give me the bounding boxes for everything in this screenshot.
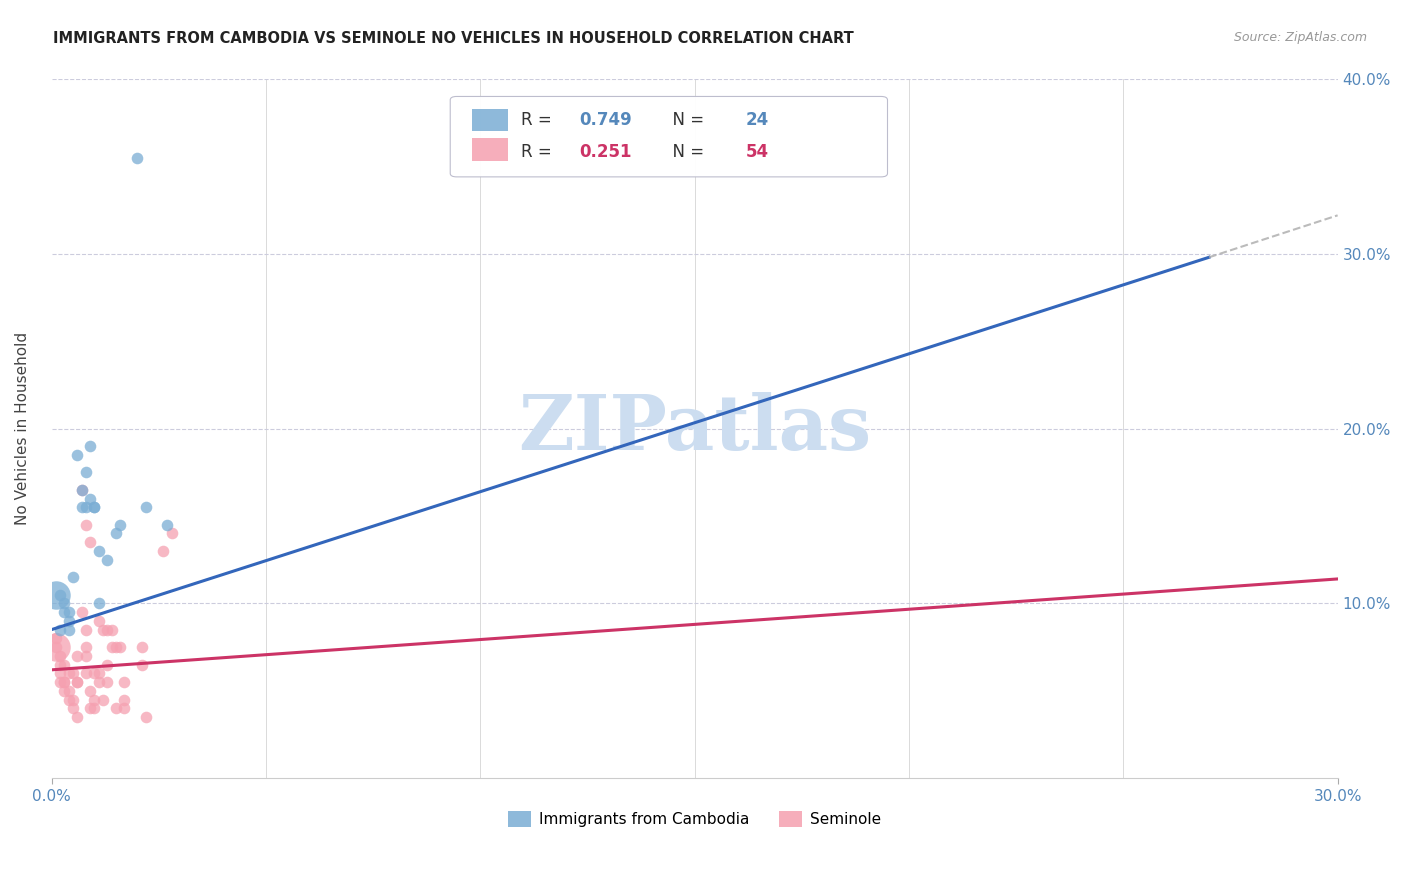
- Point: [87, 544, 110, 558]
- Text: R =: R =: [522, 112, 557, 129]
- Point: [58, 623, 80, 637]
- Point: [112, 701, 135, 715]
- Point: [131, 640, 153, 654]
- Point: [70, 500, 93, 515]
- Point: [87, 675, 110, 690]
- Point: [87, 666, 110, 681]
- Point: [83, 701, 105, 715]
- Point: [135, 710, 157, 724]
- Point: [87, 596, 110, 610]
- Point: [104, 701, 127, 715]
- Bar: [472, 109, 508, 131]
- Point: [79, 491, 101, 506]
- Point: [53, 683, 76, 698]
- Point: [58, 614, 80, 628]
- Point: [75, 640, 97, 654]
- Text: 0.251: 0.251: [579, 144, 631, 161]
- Point: [62, 570, 84, 584]
- Point: [112, 692, 135, 706]
- Point: [91, 692, 114, 706]
- Point: [45, 588, 67, 602]
- Point: [62, 692, 84, 706]
- Point: [49, 666, 72, 681]
- Point: [152, 544, 174, 558]
- Point: [62, 701, 84, 715]
- Point: [91, 623, 114, 637]
- Point: [66, 675, 89, 690]
- Point: [70, 483, 93, 497]
- Point: [66, 648, 89, 663]
- Point: [79, 535, 101, 549]
- Point: [49, 588, 72, 602]
- Point: [75, 648, 97, 663]
- Bar: [472, 138, 508, 161]
- Point: [87, 614, 110, 628]
- Point: [49, 623, 72, 637]
- Text: ZIPatlas: ZIPatlas: [517, 392, 872, 466]
- Point: [75, 517, 97, 532]
- Point: [53, 675, 76, 690]
- Point: [70, 605, 93, 619]
- Point: [62, 666, 84, 681]
- Point: [83, 666, 105, 681]
- Point: [58, 605, 80, 619]
- Point: [53, 675, 76, 690]
- Text: Source: ZipAtlas.com: Source: ZipAtlas.com: [1233, 31, 1367, 45]
- Point: [49, 648, 72, 663]
- Point: [100, 640, 122, 654]
- Point: [131, 657, 153, 672]
- Point: [104, 526, 127, 541]
- Point: [58, 692, 80, 706]
- Text: IMMIGRANTS FROM CAMBODIA VS SEMINOLE NO VEHICLES IN HOUSEHOLD CORRELATION CHART: IMMIGRANTS FROM CAMBODIA VS SEMINOLE NO …: [53, 31, 855, 46]
- Point: [49, 657, 72, 672]
- Point: [79, 439, 101, 453]
- Point: [49, 675, 72, 690]
- Point: [75, 623, 97, 637]
- Point: [96, 675, 118, 690]
- Point: [79, 701, 101, 715]
- Point: [96, 657, 118, 672]
- Point: [156, 517, 179, 532]
- Point: [45, 640, 67, 654]
- Text: R =: R =: [522, 144, 557, 161]
- FancyBboxPatch shape: [450, 96, 887, 177]
- Point: [160, 526, 183, 541]
- Point: [83, 500, 105, 515]
- Point: [53, 605, 76, 619]
- Point: [108, 640, 131, 654]
- Text: 24: 24: [747, 112, 769, 129]
- Point: [83, 692, 105, 706]
- Text: 54: 54: [747, 144, 769, 161]
- Point: [66, 448, 89, 462]
- Point: [58, 683, 80, 698]
- Point: [53, 596, 76, 610]
- Point: [100, 623, 122, 637]
- Point: [127, 151, 149, 165]
- Point: [58, 666, 80, 681]
- Point: [83, 500, 105, 515]
- Text: 0.749: 0.749: [579, 112, 631, 129]
- Point: [104, 640, 127, 654]
- Point: [45, 632, 67, 646]
- Point: [75, 465, 97, 479]
- Point: [75, 500, 97, 515]
- Text: N =: N =: [662, 112, 710, 129]
- Point: [53, 657, 76, 672]
- Point: [135, 500, 157, 515]
- Point: [70, 483, 93, 497]
- Point: [45, 640, 67, 654]
- Legend: Immigrants from Cambodia, Seminole: Immigrants from Cambodia, Seminole: [502, 805, 887, 833]
- Point: [112, 675, 135, 690]
- Point: [96, 623, 118, 637]
- Point: [66, 710, 89, 724]
- Point: [66, 675, 89, 690]
- Y-axis label: No Vehicles in Household: No Vehicles in Household: [15, 332, 30, 525]
- Point: [96, 552, 118, 566]
- Text: N =: N =: [662, 144, 710, 161]
- Point: [79, 683, 101, 698]
- Point: [108, 517, 131, 532]
- Point: [75, 666, 97, 681]
